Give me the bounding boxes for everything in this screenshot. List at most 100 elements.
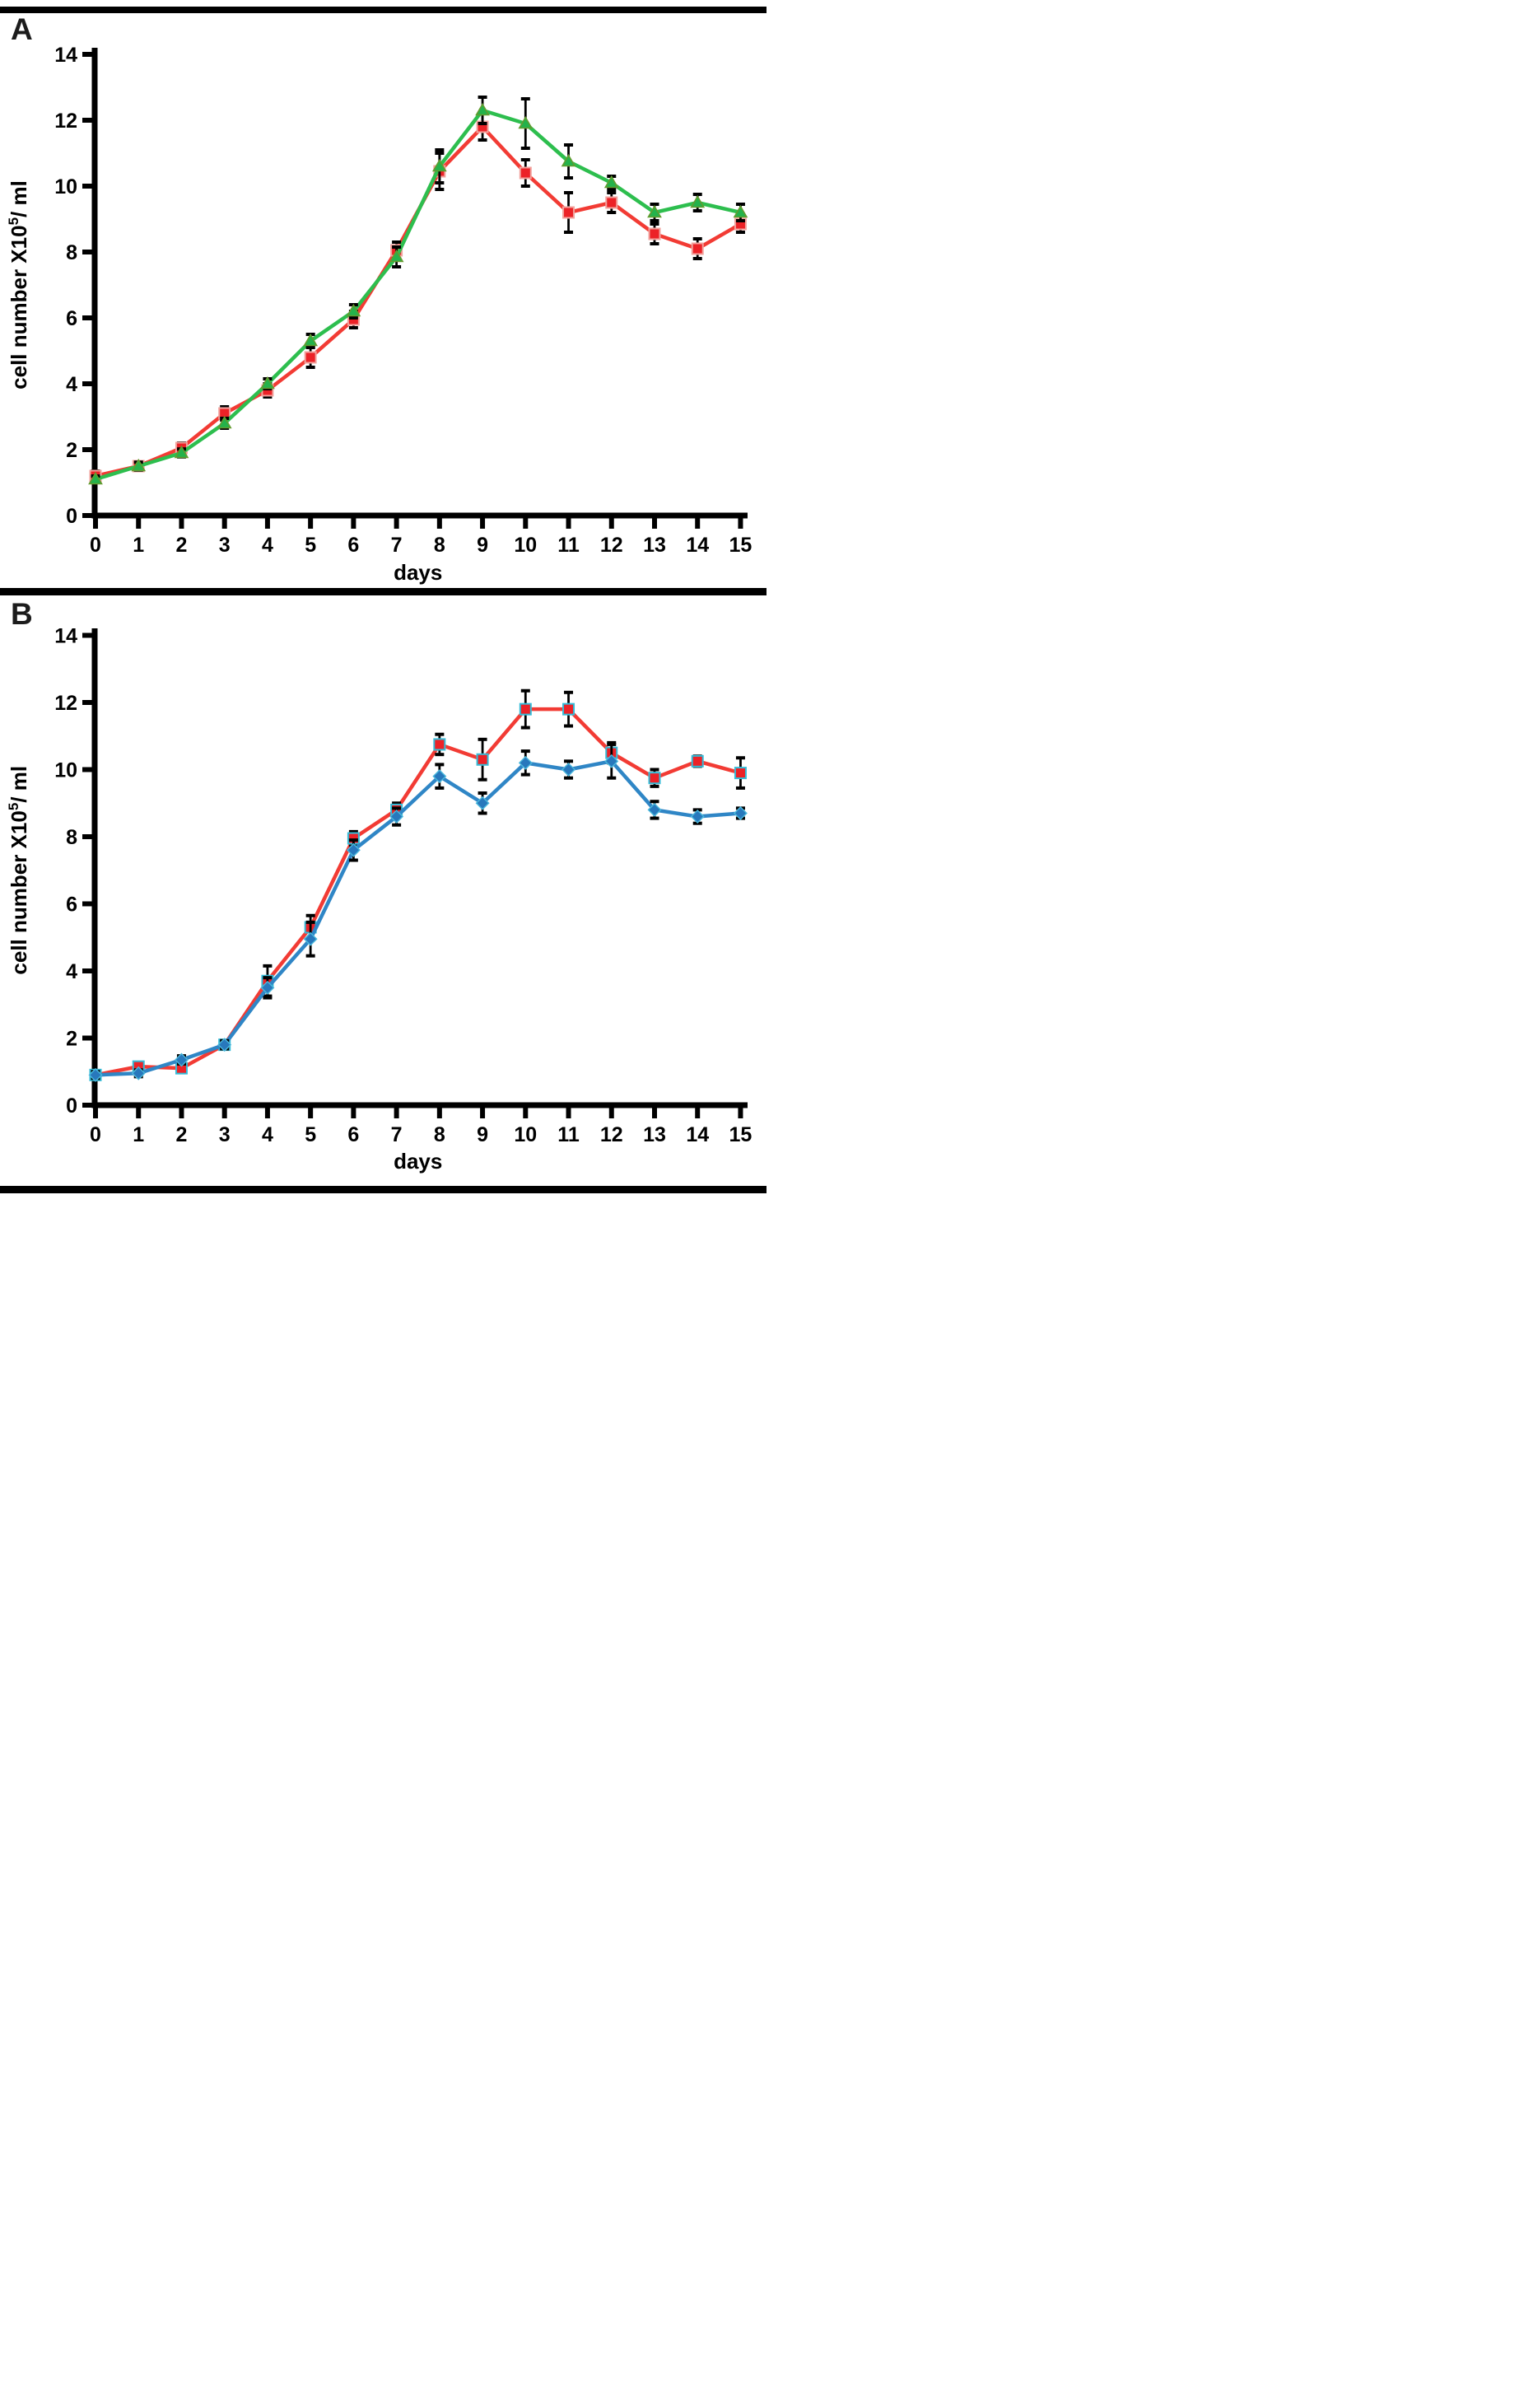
x-tick-label: 8 [434, 1123, 445, 1146]
square-marker-icon [648, 227, 661, 240]
triangle-marker-icon [260, 376, 275, 390]
x-tick-label: 3 [219, 1123, 231, 1146]
diamond-marker-icon [690, 810, 705, 824]
y-tick-label: 0 [66, 1094, 77, 1118]
x-tick-label: 10 [514, 1123, 537, 1146]
separator-rule-top [0, 7, 766, 13]
error-bars [91, 688, 745, 1080]
x-tick-label: 4 [262, 534, 273, 557]
diamond-marker-icon [131, 1066, 146, 1080]
separator-rule-bottom [0, 1186, 766, 1193]
axes [91, 628, 748, 1108]
square-marker-icon [519, 166, 532, 180]
x-tick-label: 7 [391, 534, 403, 557]
square-marker-icon [433, 738, 446, 751]
triangle-marker-icon [475, 102, 490, 116]
y-tick-label: 6 [66, 894, 77, 917]
series-line [95, 759, 741, 1077]
triangle-marker-icon [303, 333, 319, 347]
square-marker-icon [605, 196, 618, 209]
series-line [95, 108, 741, 482]
x-tick-label: 3 [219, 534, 231, 557]
x-tick-label: 9 [477, 534, 488, 557]
series-green-triangles [88, 96, 748, 485]
series-red-squares [89, 688, 747, 1081]
diamond-marker-icon [475, 796, 490, 810]
diamond-marker-icon [346, 842, 361, 857]
triangle-marker-icon [561, 153, 576, 167]
diamond-marker-icon [260, 980, 275, 995]
diamond-marker-icon [389, 810, 404, 824]
y-axis-ticks: 0 2 4 6 8 10 12 14 [54, 44, 92, 528]
markers-square [89, 120, 747, 483]
x-tick-label: 14 [686, 534, 709, 557]
x-tick-label: 15 [729, 1123, 753, 1146]
triangle-marker-icon [647, 204, 662, 218]
x-tick-label: 12 [600, 1123, 623, 1146]
diamond-marker-icon [604, 754, 619, 768]
square-marker-icon [304, 351, 317, 364]
x-tick-label: 0 [90, 1123, 101, 1146]
x-tick-label: 5 [305, 1123, 316, 1146]
triangle-marker-icon [88, 471, 103, 485]
separator-rule-middle [0, 588, 766, 595]
series-line [95, 124, 742, 478]
x-tick-label: 9 [477, 1123, 488, 1146]
y-tick-label: 8 [66, 826, 77, 849]
y-tick-label: 8 [66, 241, 77, 264]
x-tick-label: 13 [643, 534, 666, 557]
triangle-marker-icon [131, 458, 147, 472]
diamond-marker-icon [733, 805, 748, 820]
triangle-marker-icon [431, 158, 447, 172]
y-axis-title: cell number X105/ ml [6, 180, 31, 390]
y-tick-label: 10 [54, 759, 77, 782]
x-tick-label: 11 [557, 534, 580, 557]
error-bars [91, 112, 745, 483]
square-marker-icon [562, 206, 575, 219]
series-blue-diamonds [88, 742, 748, 1082]
square-marker-icon [648, 772, 661, 785]
axes [91, 48, 748, 519]
series-red-squares [89, 112, 747, 483]
square-marker-icon [691, 754, 704, 768]
triangle-marker-icon [518, 115, 534, 129]
x-tick-label: 0 [90, 534, 101, 557]
x-tick-label: 15 [729, 534, 753, 557]
diamond-marker-icon [174, 1052, 189, 1067]
x-tick-label: 5 [305, 534, 316, 557]
y-tick-label: 4 [66, 373, 77, 396]
triangle-marker-icon [690, 194, 706, 208]
x-axis-ticks: 0 1 2 3 4 5 6 7 8 9 10 11 12 13 14 15 [90, 518, 752, 557]
markers-triangle [88, 102, 748, 485]
markers-diamond [88, 754, 748, 1082]
x-tick-label: 2 [176, 1123, 188, 1146]
square-marker-icon [734, 767, 747, 780]
y-tick-label: 2 [66, 439, 77, 462]
y-tick-label: 0 [66, 505, 77, 528]
triangle-marker-icon [217, 415, 232, 429]
square-marker-icon [476, 753, 489, 766]
y-tick-label: 14 [54, 44, 77, 67]
y-tick-label: 10 [54, 175, 77, 198]
diamond-marker-icon [217, 1038, 232, 1052]
panel-b-label: B [11, 597, 33, 631]
x-tick-label: 6 [347, 1123, 359, 1146]
triangle-marker-icon [733, 204, 748, 218]
diamond-marker-icon [518, 755, 533, 770]
x-tick-label: 10 [514, 534, 537, 557]
y-tick-label: 6 [66, 307, 77, 330]
x-tick-label: 1 [133, 1123, 144, 1146]
diamond-marker-icon [432, 769, 447, 784]
y-axis-ticks: 0 2 4 6 8 10 12 14 [54, 625, 92, 1118]
x-axis-title: days [394, 1149, 442, 1174]
x-tick-label: 2 [176, 534, 188, 557]
y-tick-label: 2 [66, 1028, 77, 1051]
square-marker-icon [519, 702, 532, 716]
figure-page: A B 0 2 4 6 8 10 12 14 0 1 2 3 4 5 6 7 8 9 10 11 12 13 14 15 day… [0, 0, 766, 1204]
y-tick-label: 12 [54, 692, 77, 715]
x-tick-label: 6 [347, 534, 359, 557]
panel-a-label: A [11, 12, 33, 46]
markers-square [89, 702, 747, 1081]
diamond-marker-icon [647, 802, 662, 817]
